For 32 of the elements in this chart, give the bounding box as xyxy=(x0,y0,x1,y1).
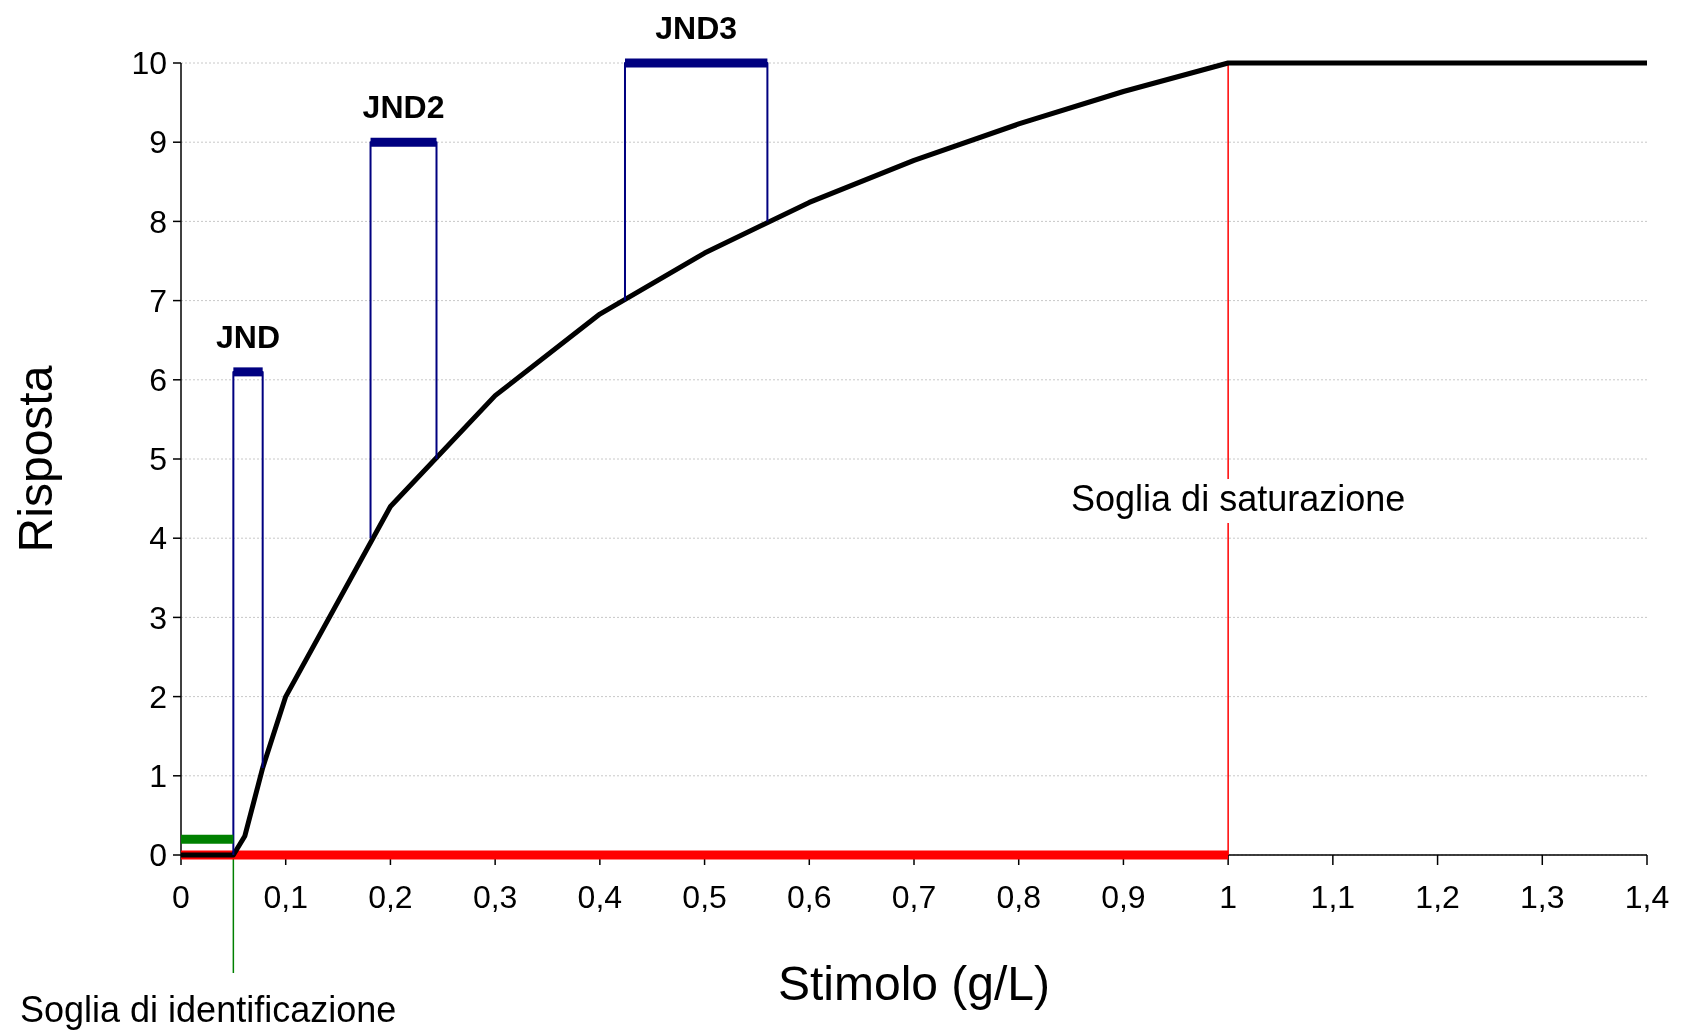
x-tick-label: 0 xyxy=(172,879,190,915)
y-axis-title: Risposta xyxy=(9,365,62,553)
x-tick-label: 0,6 xyxy=(787,879,832,915)
y-tick-label: 4 xyxy=(149,520,167,557)
x-tick-label: 0,4 xyxy=(577,879,623,915)
y-tick-label: 7 xyxy=(149,282,167,319)
annotation: JND3 xyxy=(655,10,738,46)
x-tick-label: 1,1 xyxy=(1310,879,1356,915)
y-tick-label: 1 xyxy=(149,758,167,794)
y-tick-label: 9 xyxy=(149,124,167,161)
y-tick-label: 3 xyxy=(149,599,167,636)
annotation: JND xyxy=(216,318,281,355)
x-axis-title: Stimolo (g/L) xyxy=(777,957,1051,1010)
x-tick-label: 0,2 xyxy=(368,879,413,915)
x-tick-label: 1,4 xyxy=(1624,879,1670,915)
x-tick-label: 0,1 xyxy=(263,879,308,915)
y-tick-label: 5 xyxy=(149,441,167,478)
x-tick-label: 1,2 xyxy=(1415,879,1460,915)
x-tick-label: 1,3 xyxy=(1520,879,1565,915)
y-tick-label: 8 xyxy=(149,203,167,240)
ref-line-label: Soglia di identificazione xyxy=(20,989,397,1030)
y-tick-label: 6 xyxy=(149,362,167,398)
x-tick-label: 1 xyxy=(1219,879,1238,915)
x-tick-label: 0,5 xyxy=(682,879,727,915)
y-tick-label: 2 xyxy=(149,678,167,715)
annotation: JND2 xyxy=(362,89,445,126)
x-tick-label: 0,8 xyxy=(996,879,1041,915)
y-tick-label: 0 xyxy=(149,837,167,874)
x-tick-label: 0,3 xyxy=(472,879,518,915)
x-tick-label: 0,9 xyxy=(1101,879,1146,915)
y-tick-label: 10 xyxy=(131,45,167,82)
x-tick-label: 0,7 xyxy=(891,879,937,915)
